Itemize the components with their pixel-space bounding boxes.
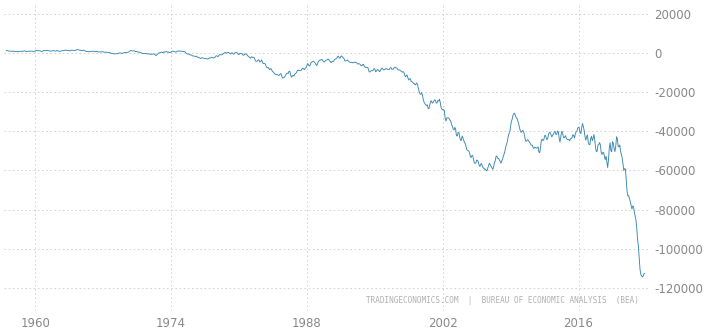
Text: TRADINGECONOMICS.COM  |  BUREAU OF ECONOMIC ANALYSIS  (BEA): TRADINGECONOMICS.COM | BUREAU OF ECONOMI… [366, 296, 638, 305]
